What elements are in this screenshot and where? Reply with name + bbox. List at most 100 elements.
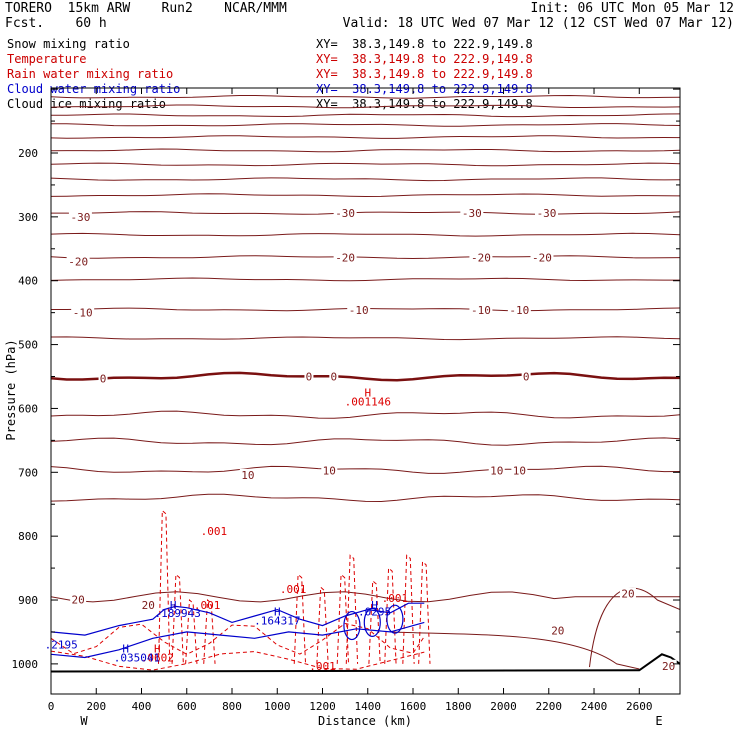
label-backing — [70, 593, 87, 605]
isotherm-label: -30 — [335, 207, 355, 220]
x-tick-label: 600 — [177, 700, 197, 713]
isotherm-line — [51, 336, 680, 341]
ground-line — [50, 653, 681, 673]
isotherm-label: -30 — [70, 211, 90, 224]
x-tick-label: 1600 — [400, 700, 427, 713]
label-backing — [511, 464, 528, 476]
isotherm-line — [51, 493, 680, 503]
isotherm-label: -30 — [537, 207, 557, 220]
isotherm-line — [588, 587, 680, 668]
isotherm-label: 0 — [100, 372, 107, 385]
isotherm-line — [51, 162, 680, 167]
cloud-water-label: .035041 — [114, 651, 160, 664]
label-backing — [521, 370, 531, 382]
label-backing — [333, 251, 357, 263]
isotherm-label: -10 — [73, 307, 93, 320]
label-backing — [321, 464, 338, 476]
rain-label: .001 — [194, 599, 221, 612]
isotherm-label: 10 — [490, 464, 503, 477]
isotherm-label: -10 — [509, 304, 529, 317]
isotherm-label: 20 — [662, 660, 675, 673]
x-tick-label: 1800 — [445, 700, 472, 713]
isotherm-line — [51, 104, 680, 109]
isotherm-label: 10 — [513, 464, 526, 477]
rain-contour — [51, 622, 425, 655]
x-tick-label: 2600 — [626, 700, 653, 713]
x-tick-label: 2000 — [490, 700, 517, 713]
y-axis-title: Pressure (hPa) — [4, 339, 18, 440]
cloud-water-contour — [343, 610, 361, 641]
rain-label: .001 — [201, 525, 228, 538]
cloud-water-contour — [51, 602, 425, 636]
legend-temperature-xy: XY= 38.3,149.8 to 222.9,149.8 — [316, 52, 533, 66]
isotherm-line — [51, 148, 680, 153]
forecast-hour-label: Fcst. 60 h — [5, 16, 107, 31]
ground-layer — [50, 653, 681, 673]
rain-contour — [402, 554, 415, 664]
isotherm-line — [51, 177, 680, 182]
rain-contour — [51, 650, 425, 671]
rain-contour — [171, 573, 184, 664]
legend-cloud-water-xy: XY= 38.3,149.8 to 222.9,149.8 — [316, 82, 533, 96]
cloud-water-label: H — [170, 599, 177, 612]
isotherm-label: -20 — [68, 256, 88, 269]
cloud-water-label: .189943 — [155, 607, 201, 620]
y-tick-label: 500 — [18, 339, 38, 352]
label-backing — [347, 304, 371, 316]
rain-contour — [316, 586, 329, 664]
isotherm-layer — [51, 94, 680, 670]
label-backing — [488, 464, 505, 476]
rain-contour — [384, 567, 397, 664]
y-tick-label: 600 — [18, 402, 38, 415]
cloud-water-contour-layer — [51, 602, 425, 659]
rain-contour — [418, 560, 431, 664]
isotherm-line — [51, 135, 680, 139]
y-tick-label: 300 — [18, 211, 38, 224]
isotherm-label: -10 — [349, 304, 369, 317]
rain-contour — [157, 509, 171, 664]
isotherm-label: 0 — [306, 371, 313, 384]
x-tick-label: 1400 — [355, 700, 382, 713]
isotherm-line — [51, 94, 680, 99]
isotherm-line — [51, 591, 680, 603]
isotherm-label: 20 — [621, 588, 634, 601]
rain-label: .001146 — [345, 395, 391, 408]
init-time-label: Init: 06 UTC Mon 05 Mar 12 — [530, 1, 735, 16]
y-tick-label: 900 — [18, 594, 38, 607]
isotherm-label: 10 — [323, 464, 336, 477]
legend-rain: Rain water mixing ratio — [7, 67, 174, 81]
cloud-water-contour — [363, 607, 381, 637]
rain-label: .001 — [382, 592, 409, 605]
label-backing — [71, 306, 95, 318]
cloud-water-label: .0295 — [358, 606, 391, 619]
x-end-label-east: E — [655, 714, 662, 728]
rain-contour — [293, 573, 307, 664]
cloud-water-contour — [386, 604, 404, 634]
isotherm-line — [51, 255, 680, 260]
isotherm-line — [51, 232, 680, 237]
legend-cloud-water: Cloud water mixing ratio — [7, 82, 181, 96]
y-tick-label: 200 — [18, 147, 38, 160]
cloud-water-label: .164317 — [254, 614, 300, 627]
legend-snow-xy: XY= 38.3,149.8 to 222.9,149.8 — [316, 37, 533, 51]
rain-contour-layer — [51, 509, 431, 671]
label-backing — [469, 251, 493, 263]
isotherm-line — [51, 123, 680, 127]
isotherm-line — [51, 410, 680, 419]
isotherm-label: -20 — [471, 252, 491, 265]
rain-label: .001 — [280, 583, 307, 596]
isotherm-label: 0 — [523, 371, 530, 384]
isotherm-line — [390, 631, 640, 670]
label-backing — [98, 372, 108, 384]
isotherm-label: 20 — [142, 599, 155, 612]
contour-label-layer: -30 -30 -30 -30 -20 -20 -20 -20 -10 -10 -10 -10 0 0 0 0… — [45, 207, 677, 673]
y-tick-label: 700 — [18, 466, 38, 479]
rain-label: H — [364, 386, 371, 399]
cloud-water-label: H — [274, 606, 281, 619]
label-backing — [507, 304, 531, 316]
label-backing — [619, 587, 636, 599]
isotherm-label: 10 — [241, 469, 254, 482]
isotherm-line — [51, 193, 680, 198]
rain-contour — [368, 579, 381, 664]
rain-contour — [203, 598, 216, 664]
